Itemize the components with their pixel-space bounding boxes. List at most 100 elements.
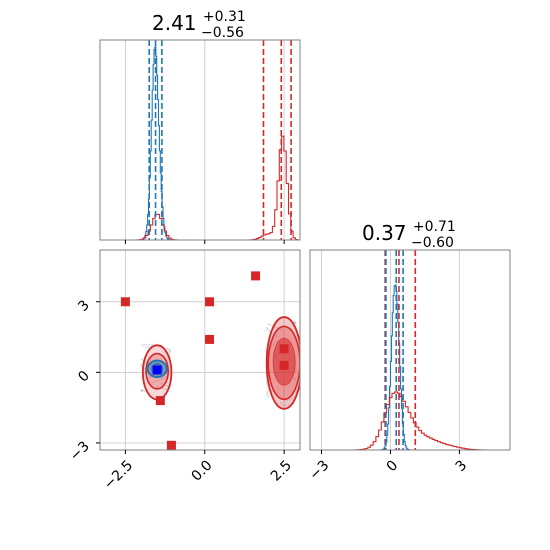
- sample-point: [141, 344, 144, 347]
- sample-point: [151, 381, 153, 384]
- histogram-y-frame: [309, 249, 511, 451]
- sample-point: [279, 402, 282, 404]
- title-x-value: 2.41: [152, 11, 197, 35]
- sample-point: [165, 384, 168, 387]
- title-x-marginal: 2.41 +0.31: [152, 9, 246, 35]
- sample-point: [157, 379, 160, 382]
- red-marker: [205, 297, 215, 307]
- red-marker: [120, 297, 130, 307]
- histogram-y-grid: [320, 250, 460, 450]
- red-marker: [251, 271, 261, 281]
- joint-markers: [120, 271, 289, 450]
- sample-point: [266, 328, 269, 331]
- histogram-x-frame: [99, 39, 301, 241]
- sample-point: [284, 403, 287, 406]
- sample-point: [151, 343, 154, 346]
- sample-point: [143, 344, 146, 346]
- sample-point: [274, 326, 277, 328]
- sample-point: [141, 358, 143, 361]
- sample-point: [267, 389, 269, 392]
- sample-point: [266, 394, 269, 397]
- sample-point: [161, 382, 163, 385]
- joint-grid: [100, 250, 300, 450]
- sample-point: [167, 348, 170, 351]
- sample-point: [266, 392, 268, 395]
- sample-point: [271, 389, 273, 392]
- sample-point: [269, 324, 272, 326]
- sample-point: [154, 380, 157, 383]
- histogram-y-blue: [372, 284, 418, 450]
- y-tick-label: −3: [67, 438, 93, 464]
- sample-point: [293, 376, 296, 379]
- sample-point: [280, 328, 283, 331]
- sample-point: [145, 346, 147, 349]
- sample-point: [168, 351, 171, 354]
- red-marker: [279, 344, 289, 354]
- sample-point: [168, 350, 171, 353]
- x-tick-label: 2.5: [268, 458, 295, 485]
- sample-point: [163, 377, 165, 379]
- red-marker: [279, 360, 289, 370]
- sample-point: [140, 363, 143, 366]
- sample-point: [266, 327, 268, 329]
- sample-point: [166, 347, 169, 350]
- sample-point: [148, 343, 151, 346]
- sample-point: [281, 404, 284, 406]
- sample-point: [142, 390, 144, 392]
- x-tick-label: 0.0: [189, 458, 216, 485]
- sample-point: [291, 397, 293, 400]
- histogram-y-red: [333, 391, 494, 450]
- sample-point: [294, 369, 297, 372]
- sample-point: [156, 386, 158, 389]
- sample-point: [147, 346, 150, 348]
- joint-frame: [99, 249, 301, 451]
- sample-point: [145, 343, 148, 346]
- title-y-marginal: 0.37 +0.71: [362, 219, 456, 245]
- sample-point: [273, 343, 276, 346]
- histogram-x-series: [115, 46, 300, 240]
- sample-point: [267, 396, 270, 399]
- sample-point: [286, 400, 288, 402]
- sample-point: [149, 376, 152, 378]
- y-tick-label: 0: [75, 368, 93, 386]
- sample-point: [294, 322, 296, 325]
- title-x-minus: −0.56: [201, 25, 244, 41]
- sample-point: [140, 389, 143, 392]
- sample-point: [293, 321, 296, 324]
- histogram-x-blue: [122, 46, 186, 240]
- histogram-x-panel: [99, 39, 301, 244]
- sample-point: [144, 360, 147, 363]
- x-tick-label: 0: [384, 458, 402, 476]
- sample-point: [294, 321, 297, 324]
- histogram-y-series: [333, 284, 494, 450]
- red-marker: [155, 396, 165, 406]
- sample-point: [288, 398, 291, 401]
- sample-point: [162, 387, 164, 390]
- y-tick-label: 3: [75, 297, 93, 315]
- sample-point: [144, 390, 146, 392]
- red-marker: [205, 334, 215, 344]
- sample-point: [140, 389, 143, 392]
- sample-point: [294, 321, 297, 324]
- sample-point: [160, 378, 163, 381]
- sample-point: [268, 329, 271, 332]
- blue-marker: [152, 365, 162, 375]
- sample-point: [267, 323, 270, 325]
- title-y-plus: +0.71: [413, 219, 456, 235]
- histogram-x-red: [115, 135, 300, 240]
- x-tick-label: −2.5: [101, 458, 136, 493]
- joint-contours: [141, 316, 300, 410]
- sample-point: [287, 403, 290, 406]
- sample-point: [275, 335, 278, 337]
- red-marker: [166, 440, 176, 450]
- sample-point: [164, 388, 167, 391]
- x-tick-label: −3: [306, 458, 332, 484]
- histogram-y-quantile-lines: [384, 250, 417, 450]
- sample-point: [270, 345, 273, 348]
- sample-point: [283, 401, 285, 403]
- title-y-minus: −0.60: [411, 235, 454, 251]
- joint-panel: −2.5 0.0 2.5 −3 0 3: [67, 249, 301, 493]
- joint-ticks: −2.5 0.0 2.5 −3 0 3: [67, 297, 295, 493]
- sample-point: [165, 375, 168, 378]
- sample-point: [294, 378, 297, 381]
